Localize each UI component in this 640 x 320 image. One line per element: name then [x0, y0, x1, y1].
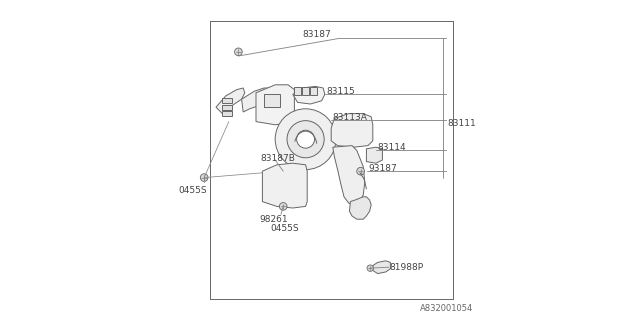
Bar	[302, 87, 308, 95]
Circle shape	[367, 265, 374, 271]
Text: 83187: 83187	[303, 30, 331, 39]
Text: 0455S: 0455S	[271, 224, 299, 233]
Text: 93187: 93187	[369, 164, 397, 173]
Circle shape	[235, 48, 243, 56]
Circle shape	[275, 109, 336, 170]
Polygon shape	[223, 98, 232, 103]
Bar	[310, 87, 317, 95]
Polygon shape	[242, 88, 274, 112]
Polygon shape	[372, 261, 390, 274]
Circle shape	[297, 130, 315, 148]
Circle shape	[357, 167, 365, 175]
Bar	[264, 94, 280, 107]
Polygon shape	[349, 197, 371, 219]
Polygon shape	[223, 111, 232, 116]
Text: A832001054: A832001054	[420, 304, 474, 313]
Polygon shape	[333, 146, 365, 205]
Polygon shape	[223, 105, 232, 110]
Text: 81988P: 81988P	[390, 263, 424, 272]
Circle shape	[287, 121, 324, 158]
Polygon shape	[366, 147, 383, 163]
Text: 83113A: 83113A	[332, 113, 367, 122]
Circle shape	[200, 174, 208, 181]
Text: 0455S: 0455S	[179, 186, 207, 195]
Text: 83111: 83111	[447, 119, 476, 128]
Text: 98261: 98261	[259, 215, 288, 224]
Polygon shape	[262, 163, 307, 208]
Circle shape	[280, 203, 287, 210]
Text: 83114: 83114	[377, 143, 406, 152]
Text: 83187B: 83187B	[261, 154, 296, 163]
Polygon shape	[216, 88, 245, 115]
Polygon shape	[292, 86, 325, 104]
Polygon shape	[332, 114, 372, 147]
Polygon shape	[256, 85, 294, 125]
Text: 83115: 83115	[326, 87, 355, 96]
Bar	[294, 87, 301, 95]
